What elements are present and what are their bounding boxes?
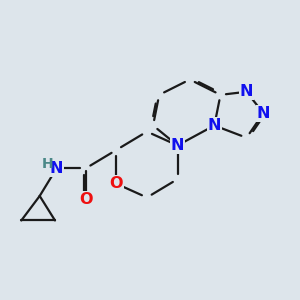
Text: O: O	[79, 191, 92, 206]
Text: N: N	[208, 118, 221, 133]
Text: N: N	[171, 138, 184, 153]
Text: N: N	[171, 138, 184, 153]
Text: N: N	[240, 84, 253, 99]
Text: O: O	[110, 176, 123, 191]
Text: N: N	[256, 106, 270, 121]
Text: N: N	[50, 161, 63, 176]
Text: H: H	[42, 157, 54, 171]
